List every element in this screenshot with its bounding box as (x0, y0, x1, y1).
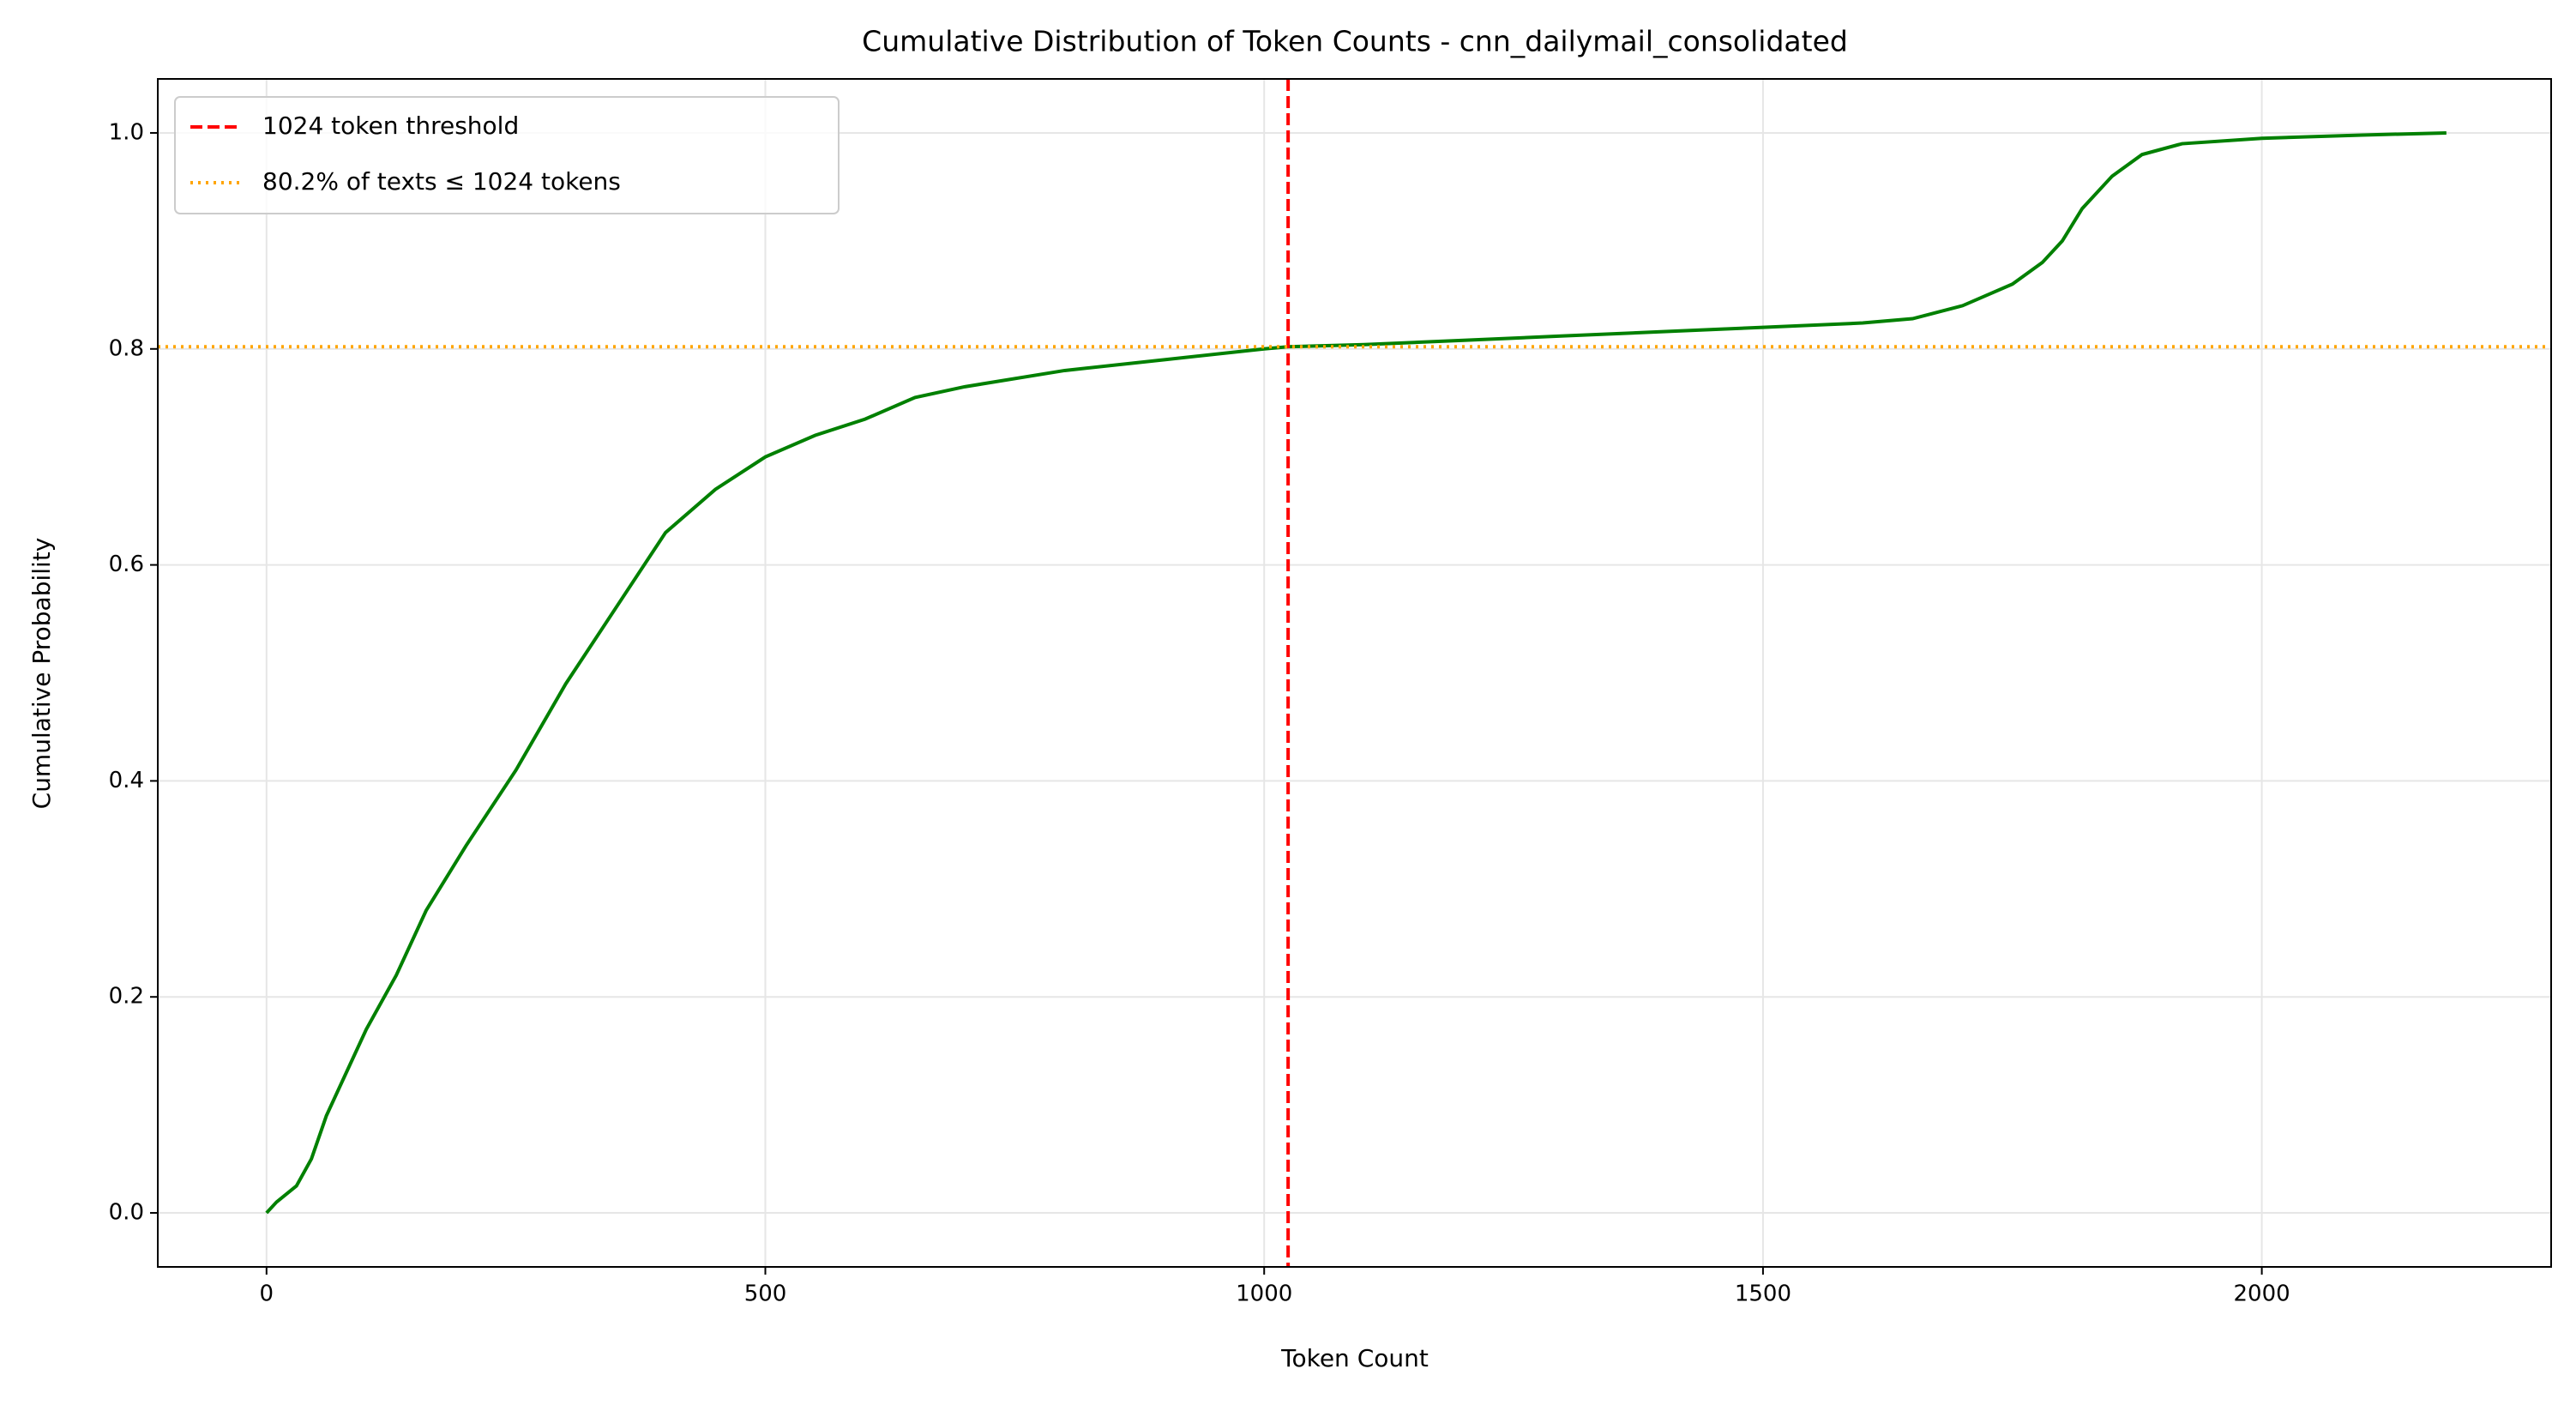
legend-label: 80.2% of texts ≤ 1024 tokens (262, 167, 621, 196)
axes-frame (157, 78, 2552, 1268)
y-tick-label: 0.0 (109, 1200, 144, 1226)
x-tick-label: 500 (744, 1281, 787, 1307)
x-tick-label: 2000 (2234, 1281, 2290, 1307)
x-tick-label: 0 (260, 1281, 274, 1307)
y-tick-label: 0.6 (109, 552, 144, 577)
x-axis-label: Token Count (1280, 1344, 1429, 1372)
legend-label: 1024 token threshold (262, 112, 519, 140)
x-tick-label: 1000 (1236, 1281, 1292, 1307)
legend-box (174, 96, 840, 214)
y-tick-label: 1.0 (109, 119, 144, 145)
y-tick-label: 0.8 (109, 335, 144, 361)
y-tick-label: 0.2 (109, 984, 144, 1010)
x-tick-label: 1500 (1735, 1281, 1791, 1307)
y-axis-label: Cumulative Probability (27, 538, 56, 810)
cdf-line (265, 130, 2447, 1215)
y-tick-label: 0.4 (109, 768, 144, 793)
chart-title: Cumulative Distribution of Token Counts … (862, 25, 1848, 58)
